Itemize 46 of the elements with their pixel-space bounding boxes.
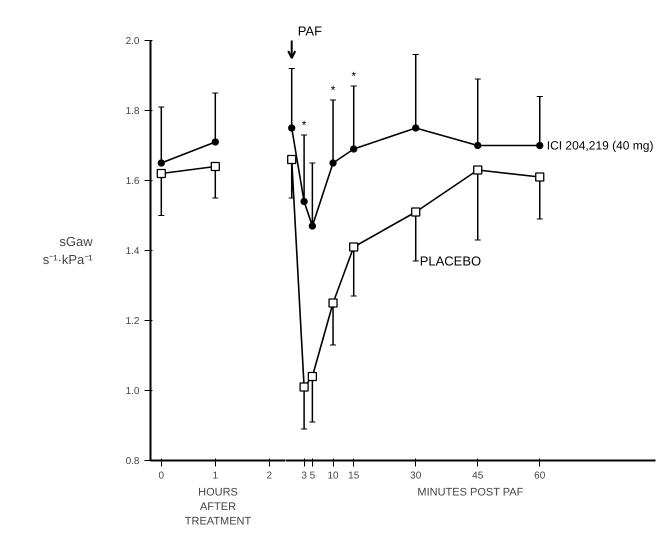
point — [350, 145, 358, 153]
y-tick-label: 1.4 — [126, 246, 140, 257]
point — [328, 298, 338, 308]
y-axis-title: sGaw s⁻¹·kPa⁻¹ — [42, 234, 94, 267]
annotation: * — [330, 83, 336, 97]
point — [473, 165, 482, 175]
x-axis-title: MINUTES POST PAF — [417, 486, 524, 498]
point — [308, 222, 316, 230]
point — [535, 172, 544, 182]
point — [412, 124, 420, 132]
point — [210, 162, 220, 172]
x-tick-label: 60 — [534, 470, 546, 482]
text: PLACEBO — [420, 254, 482, 268]
x-tick-label: 15 — [348, 470, 360, 482]
point — [308, 372, 318, 382]
annotation: * — [351, 69, 356, 83]
point — [329, 159, 337, 167]
point — [349, 242, 358, 252]
point — [474, 142, 482, 150]
point — [300, 198, 308, 206]
x-tick-label: 30 — [410, 470, 422, 482]
annotation: * — [302, 118, 307, 132]
point — [411, 207, 420, 217]
y-tick-label: 1.6 — [126, 176, 140, 187]
y-tick-label: 0.8 — [126, 456, 140, 467]
x-tick-label: 1 — [212, 470, 219, 482]
y-tick-label: 1.8 — [126, 106, 140, 117]
point — [212, 138, 219, 146]
series-label: ICI 204,219 (40 mg) — [546, 138, 654, 152]
y-tick-label: 2.0 — [126, 36, 140, 47]
x-tick-label: 0 — [158, 470, 165, 482]
x-tick-label: 3 — [301, 470, 308, 482]
point — [287, 154, 296, 164]
x-axis-title: HOURS AFTER TREATMENT — [184, 486, 252, 528]
point — [156, 168, 166, 178]
point — [299, 382, 309, 392]
x-tick-label: 2 — [266, 470, 273, 482]
y-tick-label: 1.2 — [126, 316, 140, 327]
point — [288, 124, 296, 132]
point — [158, 159, 165, 167]
ref-line-label: PAF — [298, 24, 322, 38]
x-tick-label: 5 — [310, 470, 316, 482]
x-tick-label: 10 — [327, 470, 340, 482]
y-tick-label: 1.0 — [126, 386, 140, 397]
x-tick-label: 45 — [472, 470, 484, 482]
point — [536, 142, 544, 150]
